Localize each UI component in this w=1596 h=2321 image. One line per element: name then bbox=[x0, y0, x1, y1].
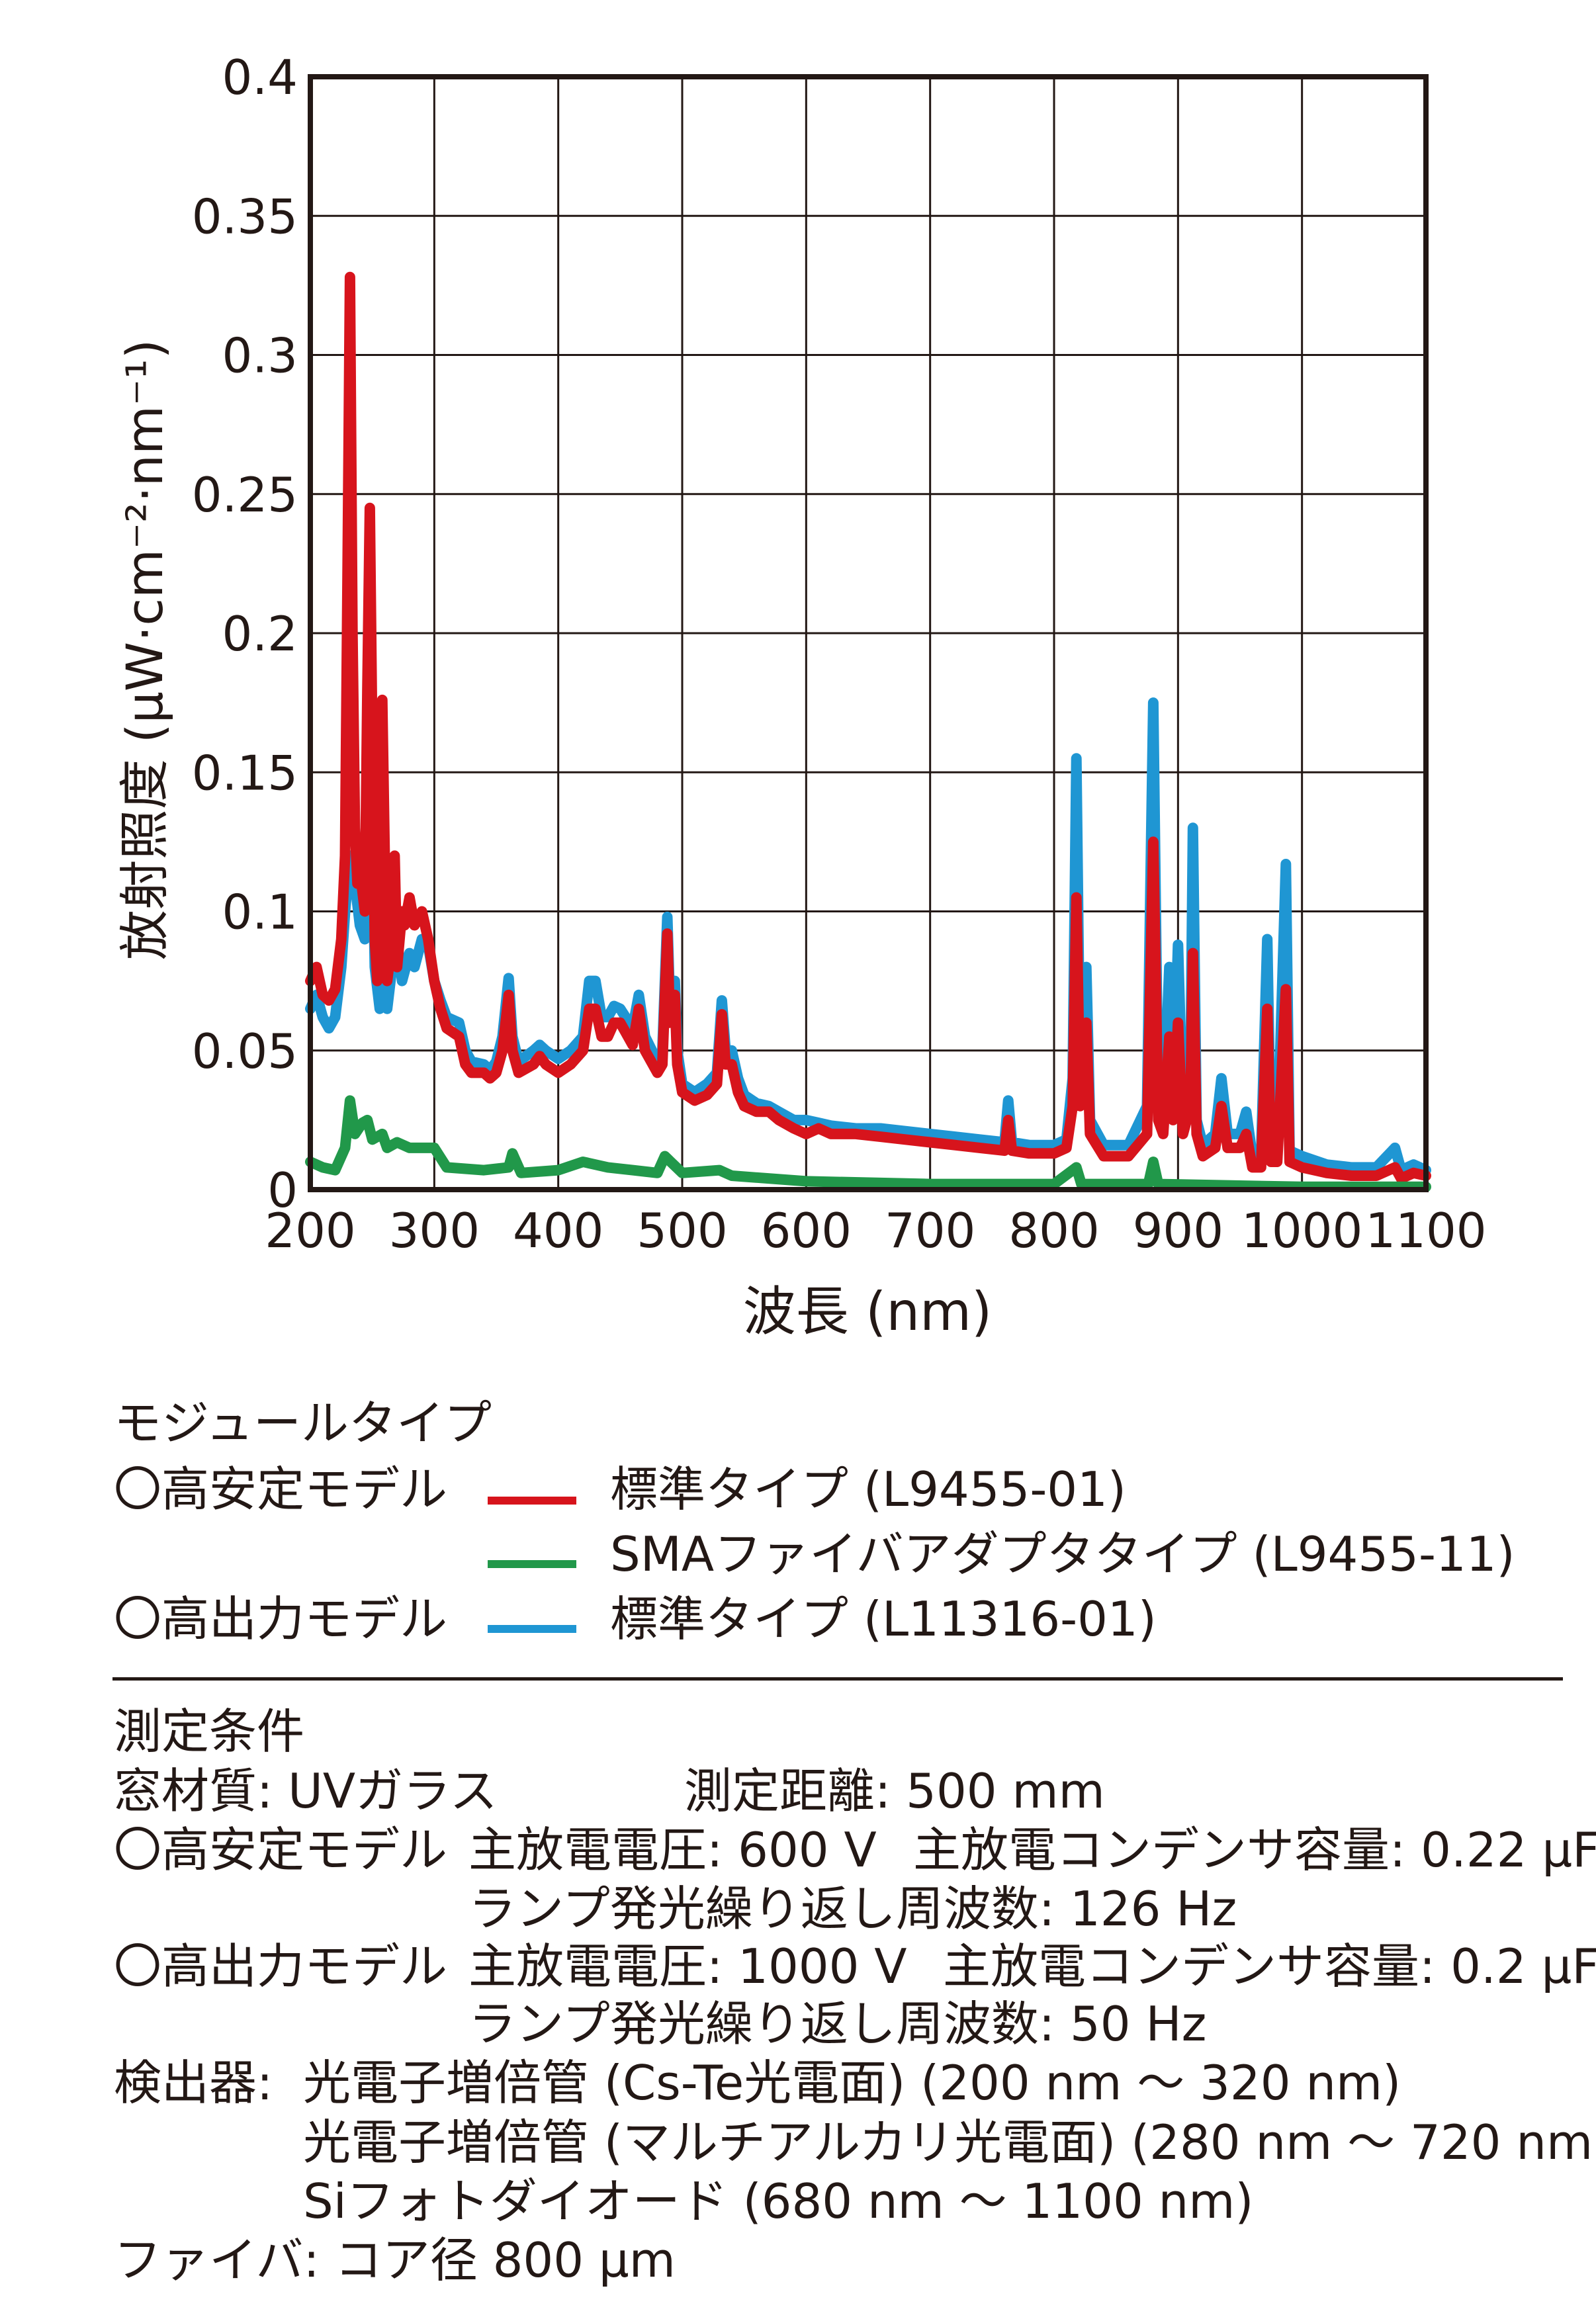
legend-swatch-red bbox=[488, 1497, 576, 1505]
legend-item-green: SMAファイバアダプタタイプ (L9455-11) bbox=[610, 1526, 1515, 1582]
legend-swatch-green bbox=[488, 1560, 576, 1568]
detector-label: 検出器: bbox=[114, 2055, 273, 2111]
x-tick-label: 800 bbox=[1008, 1203, 1099, 1258]
y-tick-label: 0.2 bbox=[222, 606, 298, 662]
legend-swatch-blue bbox=[488, 1625, 576, 1633]
y-axis-label: 放射照度 (μW·cm⁻²·nm⁻¹) bbox=[115, 339, 174, 960]
y-tick-label: 0.25 bbox=[192, 467, 298, 523]
legend-item-blue: 標準タイプ (L11316-01) bbox=[610, 1591, 1157, 1647]
legend-group-stable: 〇高安定モデル bbox=[114, 1462, 448, 1517]
x-tick-label: 1000 bbox=[1241, 1203, 1362, 1258]
stable-frequency: ランプ発光繰り返し周波数: 126 Hz bbox=[468, 1881, 1237, 1937]
detector-1: 光電子増倍管 (Cs-Te光電面) (200 nm ～ 320 nm) bbox=[303, 2055, 1401, 2111]
window-material: 窓材質: UVガラス bbox=[114, 1763, 498, 1819]
divider bbox=[112, 1677, 1563, 1681]
tick-labels: 200 300 400 500 600 700 800 900 1000 1100 0 0.05 0.1… bbox=[192, 50, 1487, 1258]
power-voltage: 主放電電圧: 1000 V bbox=[468, 1939, 907, 1994]
series-line-0 bbox=[305, 628, 1431, 1176]
stable-label: 〇高安定モデル bbox=[114, 1822, 448, 1878]
fiber-core: ファイバ: コア径 800 μm bbox=[114, 2232, 676, 2288]
power-frequency: ランプ発光繰り返し周波数: 50 Hz bbox=[468, 1996, 1207, 2052]
x-tick-label: 400 bbox=[513, 1203, 603, 1258]
series-line-1 bbox=[305, 271, 1431, 1184]
legend-group-power: 〇高出力モデル bbox=[114, 1591, 448, 1647]
y-tick-label: 0.1 bbox=[222, 885, 298, 940]
series-line-2 bbox=[305, 1095, 1431, 1192]
conditions-title: 測定条件 bbox=[114, 1704, 305, 1759]
x-tick-label: 700 bbox=[885, 1203, 975, 1258]
y-tick-label: 0 bbox=[267, 1162, 298, 1218]
y-tick-label: 0.4 bbox=[222, 50, 298, 105]
power-label: 〇高出力モデル bbox=[114, 1939, 448, 1994]
spectrum-chart: 200 300 400 500 600 700 800 900 1000 1100 0 0.05 0.1… bbox=[115, 50, 1487, 1342]
power-capacitance: 主放電コンデンサ容量: 0.2 μF bbox=[943, 1939, 1596, 1994]
detector-2: 光電子増倍管 (マルチアルカリ光電面) (280 nm ～ 720 nm) bbox=[303, 2115, 1596, 2170]
legend-title: モジュールタイプ bbox=[114, 1395, 492, 1451]
detector-3: Siフォトダイオード (680 nm ～ 1100 nm) bbox=[303, 2173, 1254, 2229]
y-tick-label: 0.05 bbox=[192, 1024, 298, 1079]
x-tick-label: 600 bbox=[761, 1203, 852, 1258]
stable-voltage: 主放電電圧: 600 V bbox=[468, 1822, 877, 1878]
x-tick-label: 900 bbox=[1133, 1203, 1223, 1258]
x-tick-label: 200 bbox=[265, 1203, 355, 1258]
x-tick-label: 300 bbox=[389, 1203, 480, 1258]
measure-distance: 測定距離: 500 mm bbox=[684, 1763, 1105, 1819]
x-tick-label: 1100 bbox=[1365, 1203, 1486, 1258]
y-tick-label: 0.35 bbox=[192, 189, 298, 244]
y-tick-label: 0.15 bbox=[192, 745, 298, 801]
y-tick-label: 0.3 bbox=[222, 328, 298, 384]
stable-capacitance: 主放電コンデンサ容量: 0.22 μF bbox=[913, 1822, 1596, 1878]
plot-frame bbox=[308, 74, 1429, 1192]
grid bbox=[309, 75, 1427, 1191]
series-lines bbox=[305, 271, 1431, 1192]
x-axis-label: 波長 (nm) bbox=[743, 1281, 992, 1342]
legend-item-red: 標準タイプ (L9455-01) bbox=[610, 1462, 1127, 1517]
x-tick-label: 500 bbox=[637, 1203, 727, 1258]
